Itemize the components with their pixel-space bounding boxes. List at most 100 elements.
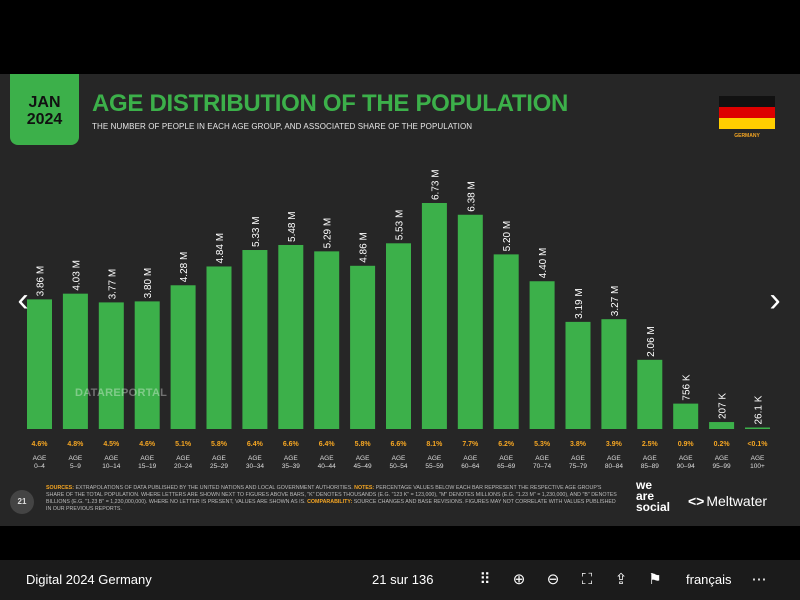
bar-value-label: 3.19 M (574, 288, 585, 319)
chevron-left-icon: ‹ (17, 281, 29, 319)
share-button[interactable]: ⇪ (611, 570, 631, 590)
meltwater-mark-icon: <> (688, 493, 705, 509)
badge-year: 2024 (26, 111, 63, 128)
page-indicator: 21 sur 136 (372, 572, 434, 587)
bar (745, 427, 770, 429)
language-selector[interactable]: français (686, 572, 732, 587)
document-title: Digital 2024 Germany (26, 572, 152, 587)
fullscreen-button[interactable]: ⛶ (577, 570, 597, 590)
age-tick-label: 25–29 (210, 463, 228, 470)
sources-label: SOURCES: (46, 485, 74, 491)
bar-value-label: 4.40 M (538, 248, 549, 279)
share-label: 4.8% (67, 441, 84, 448)
bar (529, 281, 555, 429)
bar-value-label: 3.27 M (610, 286, 621, 317)
share-label: 2.5% (642, 441, 659, 448)
bar (350, 265, 376, 429)
age-tick-label: 75–79 (569, 463, 587, 470)
age-tick-label: AGE (535, 455, 549, 462)
bar-value-label: 4.03 M (71, 260, 82, 291)
share-label: 6.2% (498, 441, 515, 448)
bar-value-label: 756 K (682, 374, 693, 400)
bar (709, 422, 735, 429)
age-tick-label: AGE (176, 455, 190, 462)
chevron-right-icon: › (769, 281, 781, 319)
age-tick-label: 15–19 (138, 463, 156, 470)
more-icon: ⋯ (751, 571, 767, 588)
age-tick-label: AGE (284, 455, 298, 462)
bar (134, 301, 160, 429)
bar-value-label: 4.28 M (179, 252, 190, 283)
age-tick-label: AGE (715, 455, 729, 462)
age-tick-label: AGE (320, 455, 334, 462)
age-tick-label: AGE (643, 455, 657, 462)
age-tick-label: AGE (392, 455, 406, 462)
bar-value-label: 3.86 M (36, 266, 47, 297)
bar-value-label: 5.29 M (323, 218, 334, 249)
bar-value-label: 4.84 M (215, 233, 226, 264)
share-label: 6.4% (319, 441, 336, 448)
logo-line: social (636, 500, 671, 514)
date-badge: JAN 2024 (10, 74, 79, 145)
bar (314, 251, 340, 429)
age-tick-label: 90–94 (677, 463, 695, 470)
bar-value-label: 3.77 M (107, 269, 118, 300)
age-tick-label: AGE (104, 455, 118, 462)
age-tick-label: AGE (248, 455, 262, 462)
bar-value-label: 6.73 M (430, 169, 441, 200)
bar (601, 319, 627, 429)
country-label: GERMANY (734, 133, 760, 139)
zoom-out-button[interactable]: ⊖ (543, 570, 563, 590)
germany-flag-icon (719, 96, 775, 129)
age-tick-label: 100+ (750, 463, 765, 470)
slide-subtitle: THE NUMBER OF PEOPLE IN EACH AGE GROUP, … (92, 122, 473, 131)
age-tick-label: 95–99 (713, 463, 731, 470)
bar (278, 244, 304, 429)
share-label: 3.9% (606, 441, 623, 448)
flag-icon: ⚑ (648, 571, 662, 588)
grid-icon: ⠿ (479, 571, 491, 588)
age-tick-label: AGE (607, 455, 621, 462)
bar (386, 243, 411, 429)
share-label: 5.1% (175, 441, 192, 448)
bar (493, 254, 519, 429)
comparability-label: COMPARABILITY: (307, 499, 353, 505)
meltwater-wordmark: Meltwater (706, 493, 768, 509)
grid-view-button[interactable]: ⠿ (475, 570, 495, 590)
share-label: 0.9% (678, 441, 695, 448)
age-tick-label: 35–39 (282, 463, 300, 470)
page-number: 21 (10, 490, 34, 514)
age-tick-label: 5–9 (70, 463, 81, 470)
bar-value-label: 6.38 M (466, 181, 477, 212)
share-label: 4.5% (103, 441, 120, 448)
age-tick-label: 60–64 (461, 463, 479, 470)
share-label: 5.8% (211, 441, 228, 448)
share-label: 6.6% (283, 441, 300, 448)
logo-line: are (636, 489, 655, 503)
notes-text: PERCENTAGE VALUES BELOW EACH BAR REPRESE… (46, 485, 617, 505)
sources-text: EXTRAPOLATIONS OF DATA PUBLISHED BY THE … (73, 485, 355, 491)
bar (637, 359, 663, 429)
meltwater-logo: <> Meltwater (688, 493, 767, 509)
bar (673, 403, 699, 429)
age-tick-label: 80–84 (605, 463, 623, 470)
bar-value-label: 26.1 K (754, 395, 765, 424)
more-options-button[interactable]: ⋯ (749, 570, 769, 590)
age-tick-label: 40–44 (318, 463, 336, 470)
age-tick-label: 55–59 (425, 463, 443, 470)
share-label: 5.8% (355, 441, 372, 448)
prev-slide-button[interactable]: ‹ (10, 280, 36, 320)
bar-value-label: 207 K (718, 393, 729, 419)
watermark: DATAREPORTAL (75, 387, 168, 399)
share-label: 7.7% (462, 441, 479, 448)
age-tick-label: 65–69 (497, 463, 515, 470)
zoom-out-icon: ⊖ (546, 571, 560, 588)
zoom-in-button[interactable]: ⊕ (509, 570, 529, 590)
share-label: 8.1% (426, 441, 443, 448)
bar (206, 266, 232, 429)
next-slide-button[interactable]: › (762, 280, 788, 320)
share-label: 6.4% (247, 441, 264, 448)
report-button[interactable]: ⚑ (645, 570, 665, 590)
share-label: 4.6% (32, 441, 49, 448)
